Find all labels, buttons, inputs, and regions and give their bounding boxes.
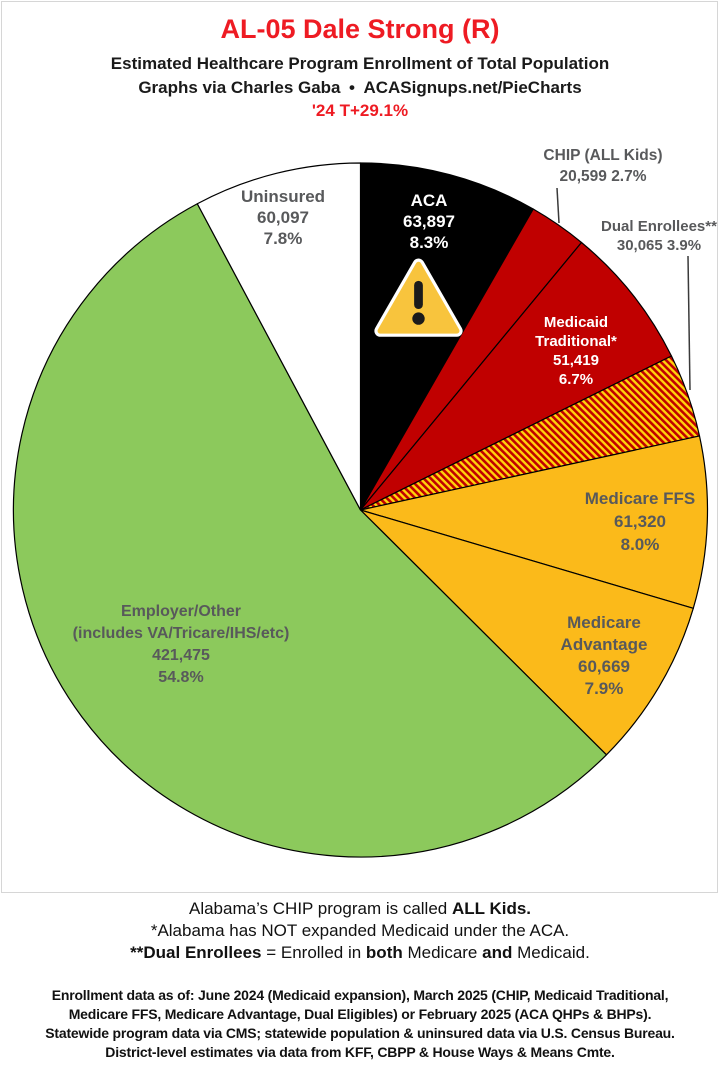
slice-label-line: 60,097 [257,208,309,227]
slice-label-line: Dual Enrollees** [601,218,717,235]
slice-label-line: 63,897 [403,212,455,231]
callout-line [556,187,560,224]
source-line-4: District-level estimates via data from K… [105,1044,615,1060]
slice-label-line: 60,669 [577,657,630,676]
page-title: AL-05 Dale Strong (R) [220,14,500,44]
slice-label-chip-all-kids: CHIP (ALL Kids) 20,599 2.7% [543,145,662,187]
source-notes: Enrollment data as of: June 2024 (Medica… [0,986,720,1062]
slice-label-line: 30,065 3.9% [616,237,702,254]
slice-label-line: 54.8% [158,669,204,686]
slice-label-employer-other: Employer/Other (includes VA/Tricare/IHS/e… [73,601,290,689]
callout-line [687,255,691,391]
slice-label-line: CHIP (ALL Kids) [543,147,663,164]
pie-slice-uninsured [196,162,362,511]
pie-slice-medicare-ffs [359,435,709,609]
pie-chart [12,162,709,858]
slice-label-line: 7.8% [263,229,303,248]
slice-label-line: Medicare FFS [584,489,696,508]
footnote-line-3: **Dual Enrollees = Enrolled in both Medi… [130,943,590,962]
slice-label-line: Employer/Other [120,603,242,620]
slice-label-dual-enrollees: Dual Enrollees** 30,065 3.9% [601,217,717,255]
chart-byline: Graphs via Charles Gaba • ACASignups.net… [138,78,582,97]
trend-label: '24 T+29.1% [311,101,409,120]
slice-label-line: 7.9% [584,679,624,698]
exclamation-dot [412,312,425,325]
exclamation-bar [414,280,423,310]
pie-slice-medicare-advantage [359,509,694,756]
slice-label-line: 6.7% [558,371,594,388]
slice-label-medicaid-traditional: Medicaid Traditional* 51,419 6.7% [535,313,617,389]
source-line-1: Enrollment data as of: June 2024 (Medica… [51,987,669,1003]
slice-label-line: Uninsured [240,187,326,206]
slice-label-medicare-advantage: Medicare Advantage 60,669 7.9% [561,612,648,700]
slice-label-line: 61,320 [613,512,666,531]
slice-label-line: 421,475 [152,647,210,664]
slice-label-line: Traditional* [535,333,617,350]
slice-label-line: Advantage [560,635,648,654]
slice-label-line: Medicare [567,613,641,632]
chart-subtitle: Estimated Healthcare Program Enrollment … [110,54,610,73]
footnote-line-1: Alabama’s CHIP program is called ALL Kid… [188,899,532,918]
source-line-2: Medicare FFS, Medicare Advantage, Dual E… [68,1006,652,1022]
source-line-3: Statewide program data via CMS; statewid… [45,1025,675,1041]
footnote-line-2: *Alabama has NOT expanded Medicaid under… [150,921,570,940]
slice-label-line: ACA [410,191,448,210]
slice-label-medicare-ffs: Medicare FFS 61,320 8.0% [585,487,696,556]
slice-label-line: 20,599 2.7% [559,168,647,185]
footnotes: Alabama’s CHIP program is called ALL Kid… [0,898,720,964]
slice-label-line: (includes VA/Tricare/IHS/etc) [72,625,290,642]
slice-label-line: 51,419 [553,352,599,369]
slice-label-line: Medicaid [543,314,609,331]
warning-icon [373,255,464,344]
pie-slice-medicaid-traditional [359,241,673,511]
pie-slice-employer-other [12,203,608,858]
slice-label-aca: ACA 63,897 8.3% [403,190,455,253]
slice-label-line: 8.0% [620,535,660,554]
slice-label-line: 8.3% [409,233,449,252]
slice-label-uninsured: Uninsured 60,097 7.8% [241,186,325,249]
